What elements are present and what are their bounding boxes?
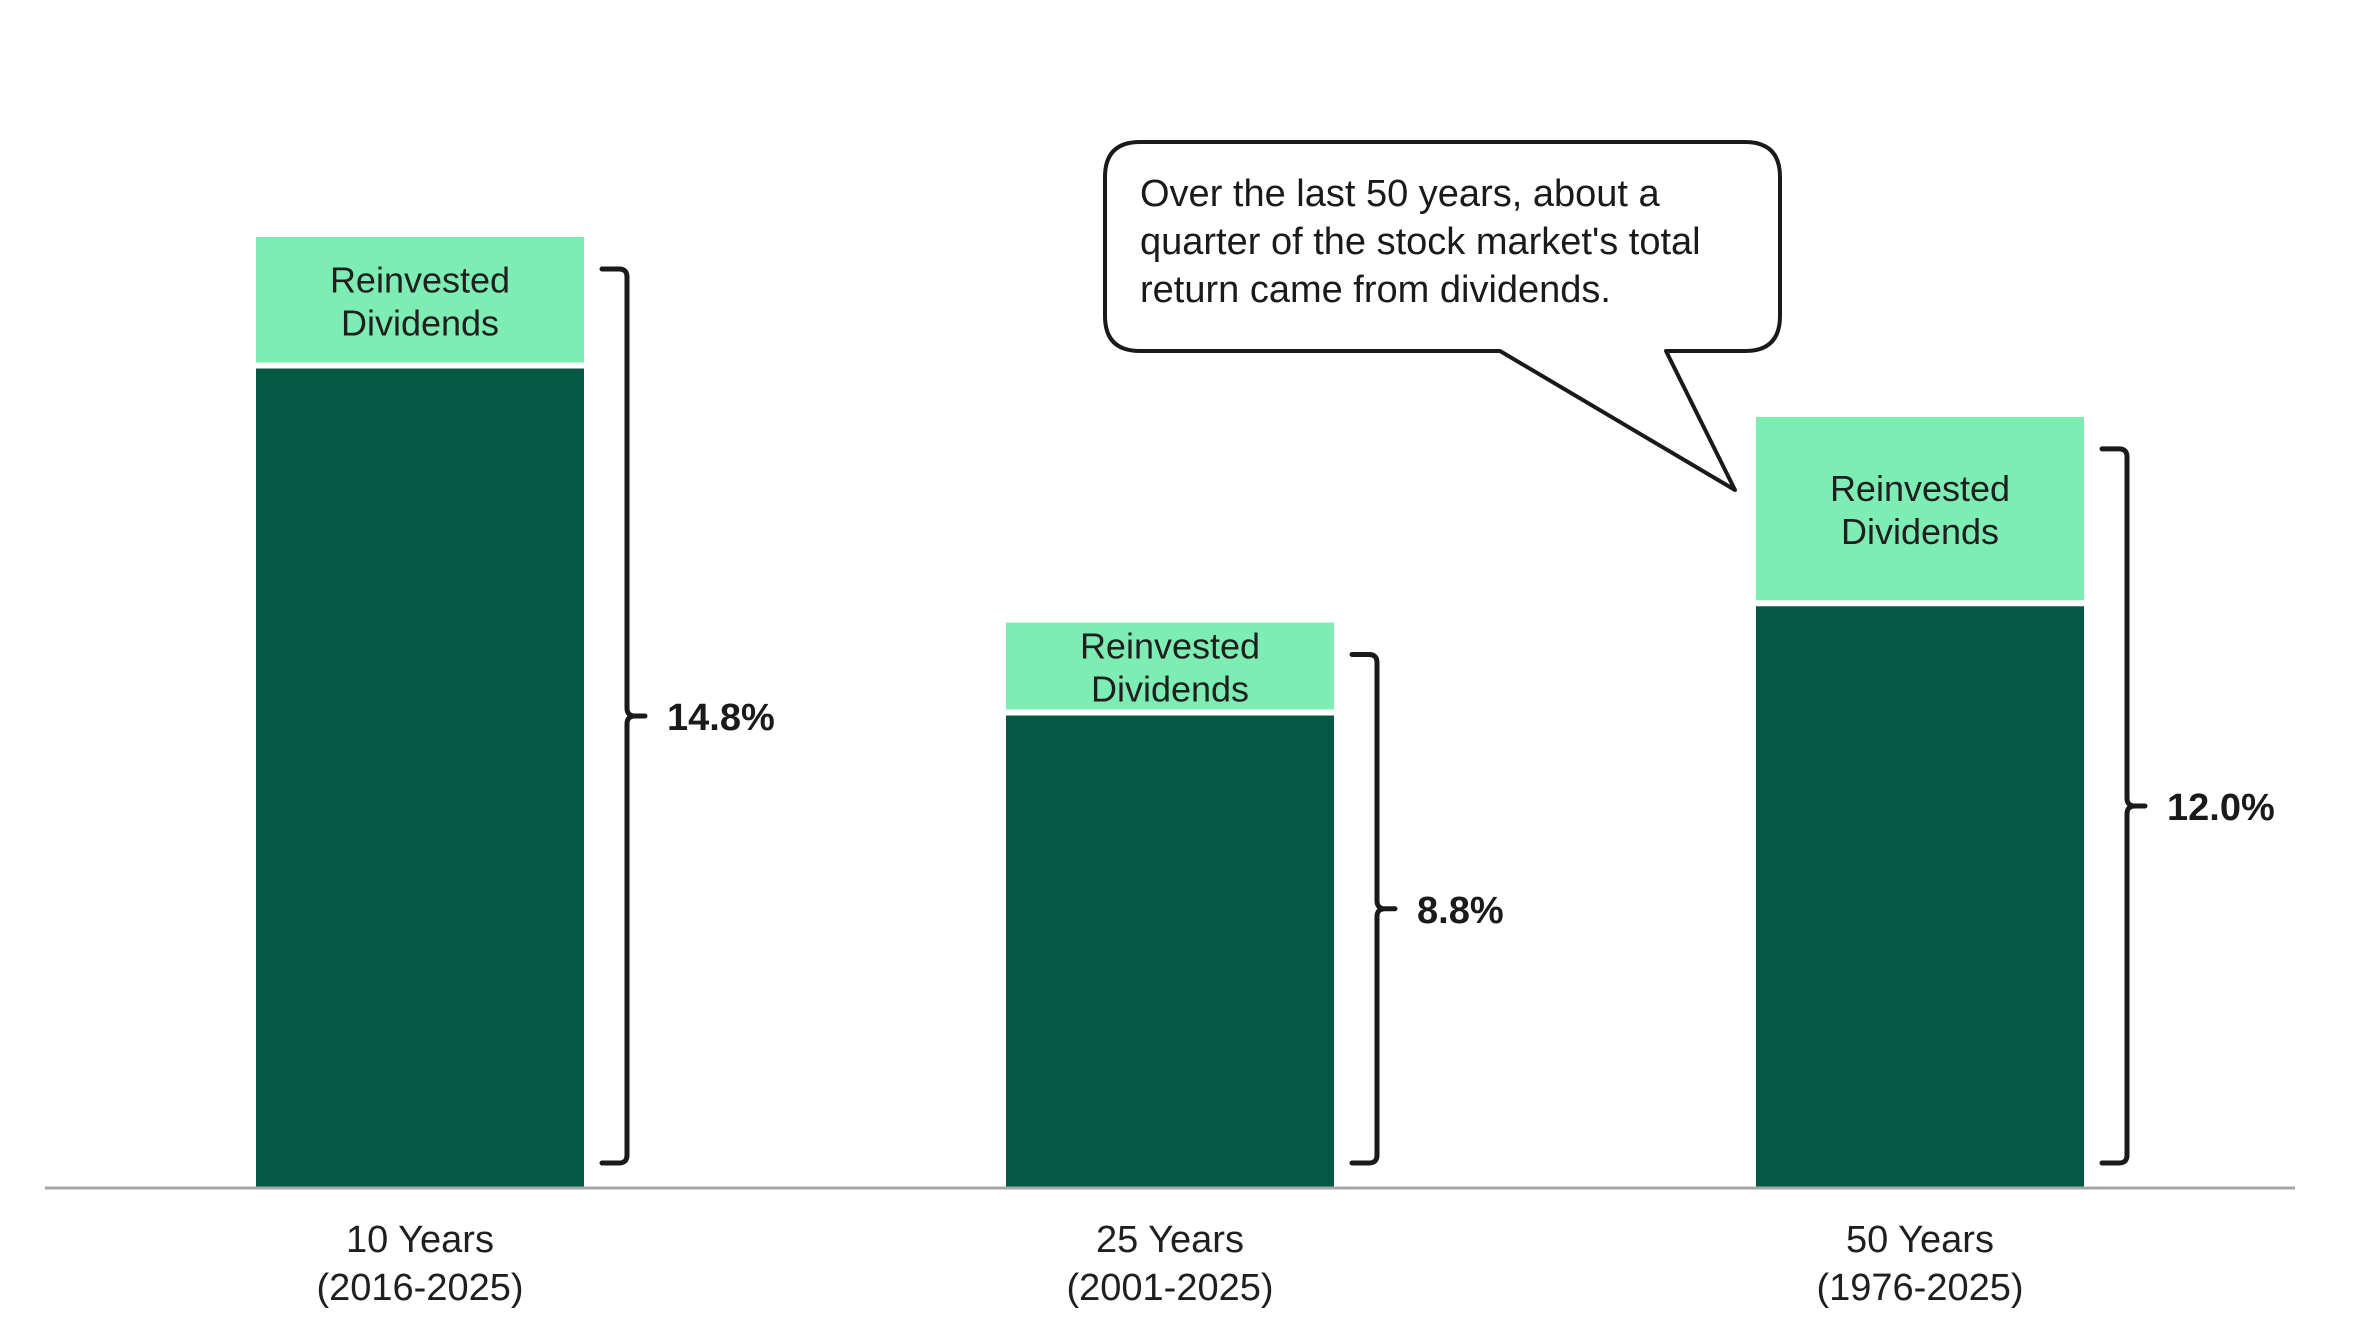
bar-reinvested-dividends bbox=[1756, 416, 2084, 601]
x-tick-label-line-1: 25 Years bbox=[1096, 1219, 1244, 1261]
bar-reinvested-dividends bbox=[256, 237, 584, 363]
brackets-layer: 14.8% 8.8% 12.0% bbox=[599, 266, 2275, 1166]
total-bracket bbox=[599, 266, 648, 1166]
callout-line-3: return came from dividends. bbox=[1140, 269, 1611, 311]
x-tick-label-line-1: 50 Years bbox=[1846, 1219, 1994, 1261]
x-tick-label-line-2: (2001-2025) bbox=[1066, 1267, 1273, 1309]
x-tick-label-line-2: (1976-2025) bbox=[1816, 1267, 2023, 1309]
callout-bubble bbox=[1103, 140, 1782, 492]
bar-price-return bbox=[1006, 715, 1334, 1188]
category-labels: 10 Years (2016-2025) 25 Years (2001-2025) 50… bbox=[316, 1219, 2023, 1309]
segment-label-line-1: Reinvested bbox=[1830, 468, 2010, 509]
segment-label-line-2: Dividends bbox=[341, 302, 499, 343]
bar-reinvested-dividends bbox=[1006, 622, 1334, 710]
total-return-label: 12.0% bbox=[2167, 787, 2275, 829]
total-return-label: 8.8% bbox=[1417, 890, 1504, 932]
segment-label-line-2: Dividends bbox=[1091, 669, 1249, 710]
segment-label-line-2: Dividends bbox=[1841, 511, 1999, 552]
bar-price-return bbox=[1756, 606, 2084, 1188]
segment-label-line-1: Reinvested bbox=[1080, 626, 1260, 667]
segment-label-line-1: Reinvested bbox=[330, 259, 510, 300]
x-tick-label-line-1: 10 Years bbox=[346, 1219, 494, 1261]
total-return-label: 14.8% bbox=[667, 697, 775, 739]
callout-annotation: Over the last 50 years, about a quarter … bbox=[1103, 140, 1782, 492]
x-tick-label-line-2: (2016-2025) bbox=[316, 1267, 523, 1309]
bars-layer: ReinvestedDividendsReinvestedDividendsRe… bbox=[256, 237, 2084, 1188]
callout-line-2: quarter of the stock market's total bbox=[1140, 221, 1701, 263]
callout-line-1: Over the last 50 years, about a bbox=[1140, 173, 1660, 215]
total-bracket bbox=[2099, 446, 2148, 1166]
total-bracket bbox=[1349, 652, 1398, 1166]
bar-price-return bbox=[256, 368, 584, 1188]
